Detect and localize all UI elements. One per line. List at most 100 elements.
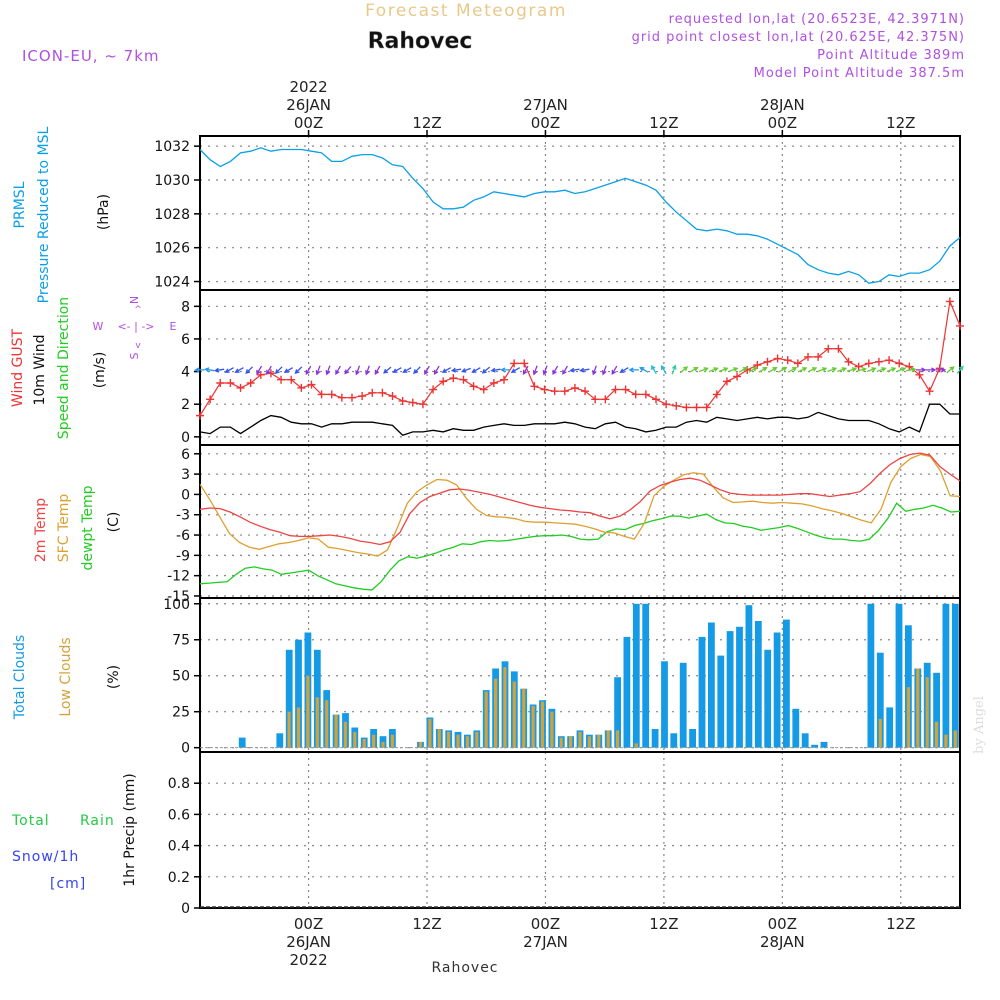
- wind-arrow: [413, 366, 421, 375]
- x-tick-label-bottom: 12Z: [649, 915, 678, 933]
- wind-arrows: [194, 364, 964, 376]
- gust-marker: [216, 379, 225, 387]
- svg-text:S: S: [128, 352, 141, 359]
- x-tick-label-top: 00Z: [768, 114, 797, 132]
- product-title: Forecast Meteogram: [365, 1, 567, 21]
- wind-arrow: [758, 367, 768, 373]
- low-cloud-bar: [353, 731, 357, 748]
- panel-3: 0 25 50 75 100: [163, 597, 961, 757]
- wind-arrow: [355, 365, 361, 376]
- gust-marker: [834, 344, 843, 353]
- gust-marker: [783, 356, 792, 365]
- panel-frame: [199, 751, 961, 909]
- total-cloud-bar: [895, 603, 903, 748]
- gust-marker: [236, 383, 245, 392]
- gust-marker: [469, 382, 478, 391]
- low-cloud-bar: [315, 697, 319, 748]
- wind-arrow: [856, 367, 867, 372]
- y-tick-label: -12: [167, 569, 190, 585]
- svg-text:(C): (C): [106, 512, 122, 533]
- wind-arrow: [510, 367, 521, 373]
- svg-text:1hr Precip (mm): 1hr Precip (mm): [122, 773, 138, 886]
- gust-marker: [348, 393, 356, 402]
- wind-arrow: [213, 367, 225, 373]
- low-cloud-bar: [362, 739, 366, 748]
- total-cloud-bar: [867, 603, 875, 748]
- wind-axis-title: Wind GUST 10m Wind Speed and Direction (…: [10, 296, 177, 439]
- x-tick-label-top: 00Z: [531, 114, 560, 132]
- gust-marker: [530, 382, 539, 391]
- low-cloud-bar: [334, 714, 338, 748]
- wind-arrow: [611, 365, 618, 375]
- total-cloud-bar: [783, 619, 790, 748]
- wind-arrow: [500, 367, 511, 373]
- wind-arrow: [787, 367, 798, 373]
- gust-markers: [196, 297, 964, 420]
- pressure-series-line: [199, 147, 961, 284]
- svg-text:Rain: Rain: [80, 813, 115, 829]
- y-tick-label: -6: [176, 528, 190, 544]
- panel-2: -15 -12 -9 -6 -3 0 3 6: [167, 444, 961, 605]
- total-cloud-bar: [820, 741, 828, 748]
- svg-text:[cm]: [cm]: [50, 876, 86, 892]
- x-tick-label-bottom: 12Z: [412, 915, 441, 933]
- low-cloud-bar: [512, 681, 516, 748]
- gust-marker: [449, 374, 458, 383]
- wind-arrow: [481, 366, 491, 374]
- svg-text:v: v: [135, 341, 141, 351]
- gust-marker: [652, 395, 660, 404]
- wind-arrow: [935, 367, 947, 373]
- wind-arrow: [768, 367, 778, 373]
- low-cloud-bar: [381, 741, 385, 748]
- low-cloud-bar: [953, 730, 957, 748]
- low-cloud-bar: [578, 731, 582, 748]
- y-tick-label: 75: [172, 633, 190, 649]
- gust-marker: [368, 388, 377, 397]
- total-cloud-bar: [276, 733, 284, 748]
- wind-arrow: [266, 365, 272, 375]
- y-tick-label: 0: [181, 741, 190, 757]
- gust-marker: [814, 352, 823, 361]
- gust-marker: [337, 393, 346, 402]
- wind-arrow: [450, 367, 462, 373]
- svg-text:Pressure Reduced to MSL: Pressure Reduced to MSL: [36, 126, 52, 303]
- total-cloud-bar: [689, 729, 696, 748]
- wind-arrow: [601, 365, 607, 376]
- y-tick-label: 1030: [154, 173, 190, 189]
- gust-marker: [408, 398, 417, 407]
- gust-marker: [570, 383, 579, 392]
- total-cloud-bar: [698, 636, 706, 748]
- gust-marker: [763, 357, 772, 366]
- wind-arrow: [946, 366, 955, 374]
- gust-marker: [824, 344, 833, 353]
- svg-text:^: ^: [134, 305, 142, 315]
- total-cloud-bar: [905, 625, 912, 748]
- cloud-axis-title: Total Clouds Low Clouds (%): [12, 635, 122, 720]
- low-cloud-bar: [494, 678, 498, 748]
- gust-marker: [854, 362, 863, 371]
- wind-arrow: [392, 367, 402, 373]
- gust-marker: [520, 359, 529, 368]
- y-tick-label: 50: [172, 669, 190, 685]
- gust-marker: [206, 395, 215, 404]
- wind-arrow: [274, 366, 283, 375]
- low-cloud-bar: [447, 731, 451, 748]
- gust-marker: [510, 359, 519, 368]
- wind-arrow: [807, 367, 818, 373]
- wind-arrow: [778, 367, 788, 373]
- gust-marker: [327, 390, 336, 399]
- gust-marker: [722, 377, 731, 386]
- wind-arrow: [817, 367, 828, 373]
- wind-arrow: [708, 367, 719, 373]
- total-cloud-bar: [933, 672, 940, 748]
- low-cloud-bar: [437, 729, 441, 748]
- gust-marker: [945, 297, 954, 306]
- date-label-bottom: 28JAN: [760, 933, 805, 951]
- gust-marker: [317, 390, 326, 399]
- total-cloud-bar: [679, 662, 687, 748]
- gust-marker: [277, 375, 286, 384]
- compass-rose: W E <- | -> N S ^ v: [93, 296, 177, 360]
- low-cloud-bar: [456, 734, 460, 748]
- y-tick-label: 0: [181, 487, 190, 503]
- low-cloud-bar: [428, 718, 432, 748]
